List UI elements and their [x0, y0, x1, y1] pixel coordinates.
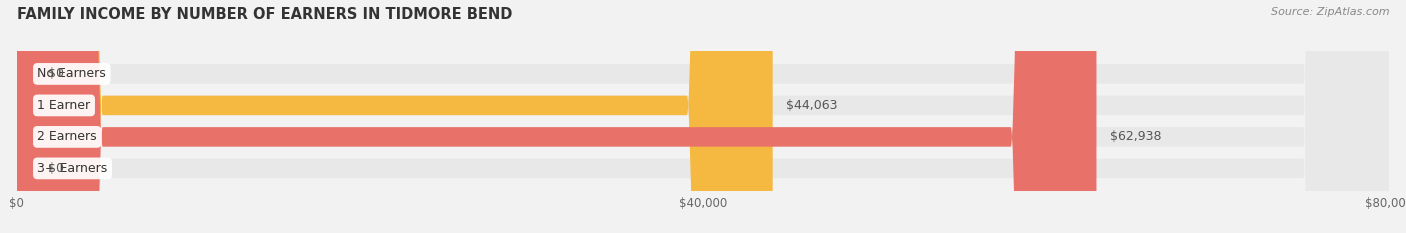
FancyBboxPatch shape	[17, 0, 1389, 233]
FancyBboxPatch shape	[17, 0, 1389, 233]
Text: 2 Earners: 2 Earners	[38, 130, 97, 143]
Text: $0: $0	[48, 67, 63, 80]
Text: $44,063: $44,063	[786, 99, 838, 112]
Text: FAMILY INCOME BY NUMBER OF EARNERS IN TIDMORE BEND: FAMILY INCOME BY NUMBER OF EARNERS IN TI…	[17, 7, 512, 22]
Text: 3+ Earners: 3+ Earners	[38, 162, 108, 175]
Text: $62,938: $62,938	[1111, 130, 1161, 143]
Text: 1 Earner: 1 Earner	[38, 99, 90, 112]
FancyBboxPatch shape	[17, 0, 1389, 233]
Text: Source: ZipAtlas.com: Source: ZipAtlas.com	[1271, 7, 1389, 17]
Text: $0: $0	[48, 162, 63, 175]
FancyBboxPatch shape	[17, 0, 773, 233]
FancyBboxPatch shape	[17, 0, 1097, 233]
FancyBboxPatch shape	[17, 0, 1389, 233]
Text: No Earners: No Earners	[38, 67, 107, 80]
